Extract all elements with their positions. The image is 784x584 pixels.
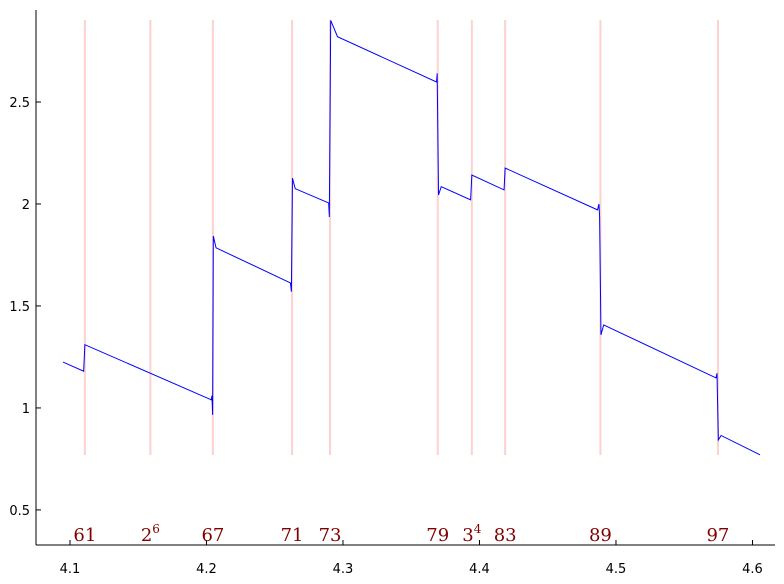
y-tick-label: 2 [22,198,30,213]
prime-label: 79 [426,525,449,546]
y-tick-label: 1.5 [9,300,30,315]
x-tick-label: 4.1 [60,562,81,577]
label-base: 97 [706,525,729,546]
label-base: 71 [281,525,304,546]
prime-label: 83 [494,525,517,546]
prime-label: 34 [462,522,481,546]
y-tick-label: 1 [22,402,30,417]
x-tick-label: 4.5 [606,562,627,577]
prime-label: 26 [141,522,160,546]
label-base: 2 [141,525,152,546]
x-tick-label: 4.6 [742,562,763,577]
data-line [62,20,761,456]
label-base: 83 [494,525,517,546]
label-base: 89 [589,525,612,546]
label-base: 73 [319,525,342,546]
prime-label: 73 [319,525,342,546]
x-tick-label: 4.3 [333,562,354,577]
label-base: 79 [426,525,449,546]
prime-label: 71 [281,525,304,546]
prime-label: 61 [73,525,96,546]
label-base: 67 [201,525,224,546]
label-exponent: 6 [152,522,160,536]
y-tick-label: 0.5 [9,504,30,519]
y-tick-label: 2.5 [9,96,30,111]
x-tick-label: 4.4 [469,562,490,577]
prime-label: 89 [589,525,612,546]
x-tick-label: 4.2 [196,562,217,577]
prime-label: 97 [706,525,729,546]
label-exponent: 4 [474,522,482,536]
label-base: 61 [73,525,96,546]
prime-label: 67 [201,525,224,546]
label-base: 3 [462,525,473,546]
